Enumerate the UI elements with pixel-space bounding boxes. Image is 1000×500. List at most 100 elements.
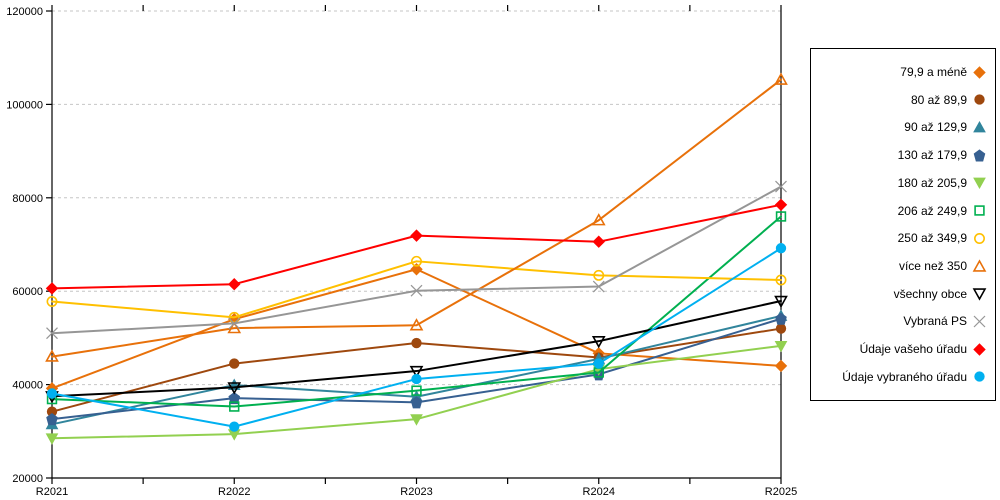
x-marker [410, 284, 423, 297]
legend-item-label: 90 až 129,9 [904, 120, 967, 135]
legend-item: 180 až 205,9 [819, 175, 987, 191]
y-tick-label: 120000 [6, 6, 43, 18]
triangle-up-marker [227, 320, 242, 334]
legend-marker-diamond-icon [973, 342, 986, 356]
x-marker [228, 317, 241, 330]
legend-item-label: 250 až 349,9 [897, 231, 967, 246]
diamond-marker [410, 229, 423, 242]
legend-item-label: 130 až 179,9 [897, 148, 967, 163]
circle-marker [411, 255, 422, 267]
x-tick-label: R2021 [36, 486, 68, 498]
triangle-up-marker [409, 318, 424, 331]
triangle-down-marker [409, 365, 424, 379]
legend-item: 130 až 179,9 [819, 147, 987, 163]
triangle-down-marker [972, 288, 987, 301]
circle-marker [974, 94, 985, 105]
pentagon-marker [973, 149, 986, 162]
pentagon-marker [410, 396, 423, 409]
series-10 [45, 198, 788, 295]
triangle-down-marker [774, 340, 788, 353]
triangle-down-marker [227, 382, 242, 395]
diamond-marker [973, 65, 986, 79]
legend-marker-pentagon-icon [973, 149, 986, 162]
legend-item-label: 206 až 249,9 [897, 203, 967, 218]
series-0 [45, 263, 788, 395]
series-line [51, 78, 782, 358]
diamond-marker [410, 263, 423, 276]
square-marker [775, 211, 787, 222]
legend-item-label: všechny obce [893, 286, 967, 301]
legend-item-label: Údaje vašeho úřadu [859, 342, 967, 357]
legend-marker-circle-icon [974, 371, 985, 383]
y-tick-label: 60000 [12, 286, 43, 298]
legend-marker-circle-icon [974, 94, 985, 105]
legend-marker-triangle-up-icon [972, 258, 987, 272]
circle-marker [411, 373, 422, 385]
y-tick-label: 20000 [12, 473, 43, 485]
series-line [51, 215, 782, 408]
triangle-down-marker [410, 414, 423, 426]
series-9 [46, 180, 787, 340]
legend-marker-square-icon [974, 205, 985, 216]
legend-item-label: 79,9 a méně [900, 65, 967, 79]
legend-item-label: Vybraná PS [903, 314, 967, 329]
x-tick-label: R2025 [765, 486, 797, 498]
x-marker [775, 180, 787, 193]
circle-marker [974, 371, 985, 383]
circle-marker [229, 421, 240, 432]
legend-marker-triangle-up-icon [973, 120, 986, 133]
legend-item-label: 180 až 205,9 [897, 175, 967, 190]
triangle-up-marker [45, 349, 59, 362]
triangle-up-marker [774, 72, 788, 85]
series-line [51, 260, 782, 319]
legend-marker-x-icon [973, 315, 986, 328]
y-tick-label: 80000 [12, 193, 43, 205]
square-marker [229, 401, 240, 412]
legend-marker-triangle-down-icon [973, 177, 986, 190]
triangle-down-marker [591, 335, 606, 349]
pentagon-marker [46, 413, 58, 426]
series-11 [46, 243, 787, 432]
legend-marker-circle-icon [974, 232, 985, 244]
diamond-marker [774, 359, 788, 373]
circle-marker [593, 358, 604, 369]
circle-marker [775, 274, 787, 286]
circle-marker [775, 243, 787, 254]
legend-item-label: 80 až 89,9 [910, 92, 967, 107]
legend-item: Vybraná PS [819, 313, 987, 329]
diamond-marker [228, 277, 241, 291]
triangle-up-marker [973, 120, 986, 133]
diamond-marker [45, 282, 59, 295]
triangle-up-marker [591, 213, 606, 226]
circle-marker [593, 269, 605, 281]
circle-marker [775, 323, 787, 334]
legend-item: 90 až 129,9 [819, 119, 987, 135]
legend-item: Údaje vybraného úřadu [819, 369, 987, 385]
x-marker [973, 315, 986, 328]
y-tick-label: 40000 [12, 380, 43, 392]
legend-item: Údaje vašeho úřadu [819, 341, 987, 357]
circle-marker [46, 388, 58, 399]
x-marker [46, 327, 58, 340]
legend: 79,9 a méně 80 až 89,9 90 až 129,9 130 až 1… [810, 48, 996, 401]
triangle-down-marker [973, 177, 986, 190]
diamond-marker [774, 198, 788, 212]
pentagon-marker [775, 312, 787, 325]
legend-item-label: Údaje vybraného úřadu [842, 369, 967, 384]
triangle-up-marker [972, 258, 987, 272]
legend-item: 206 až 249,9 [819, 203, 987, 219]
series-line [51, 300, 782, 398]
triangle-down-marker [774, 295, 788, 309]
x-tick-label: R2024 [583, 486, 615, 498]
square-marker [974, 205, 985, 216]
legend-item: více než 350 [819, 258, 987, 274]
y-tick-label: 100000 [6, 99, 43, 111]
circle-marker [974, 232, 985, 244]
x-tick-label: R2023 [400, 486, 432, 498]
legend-item: 250 až 349,9 [819, 230, 987, 246]
x-marker [592, 280, 605, 293]
circle-marker [229, 358, 240, 369]
legend-item-label: více než 350 [898, 259, 967, 274]
